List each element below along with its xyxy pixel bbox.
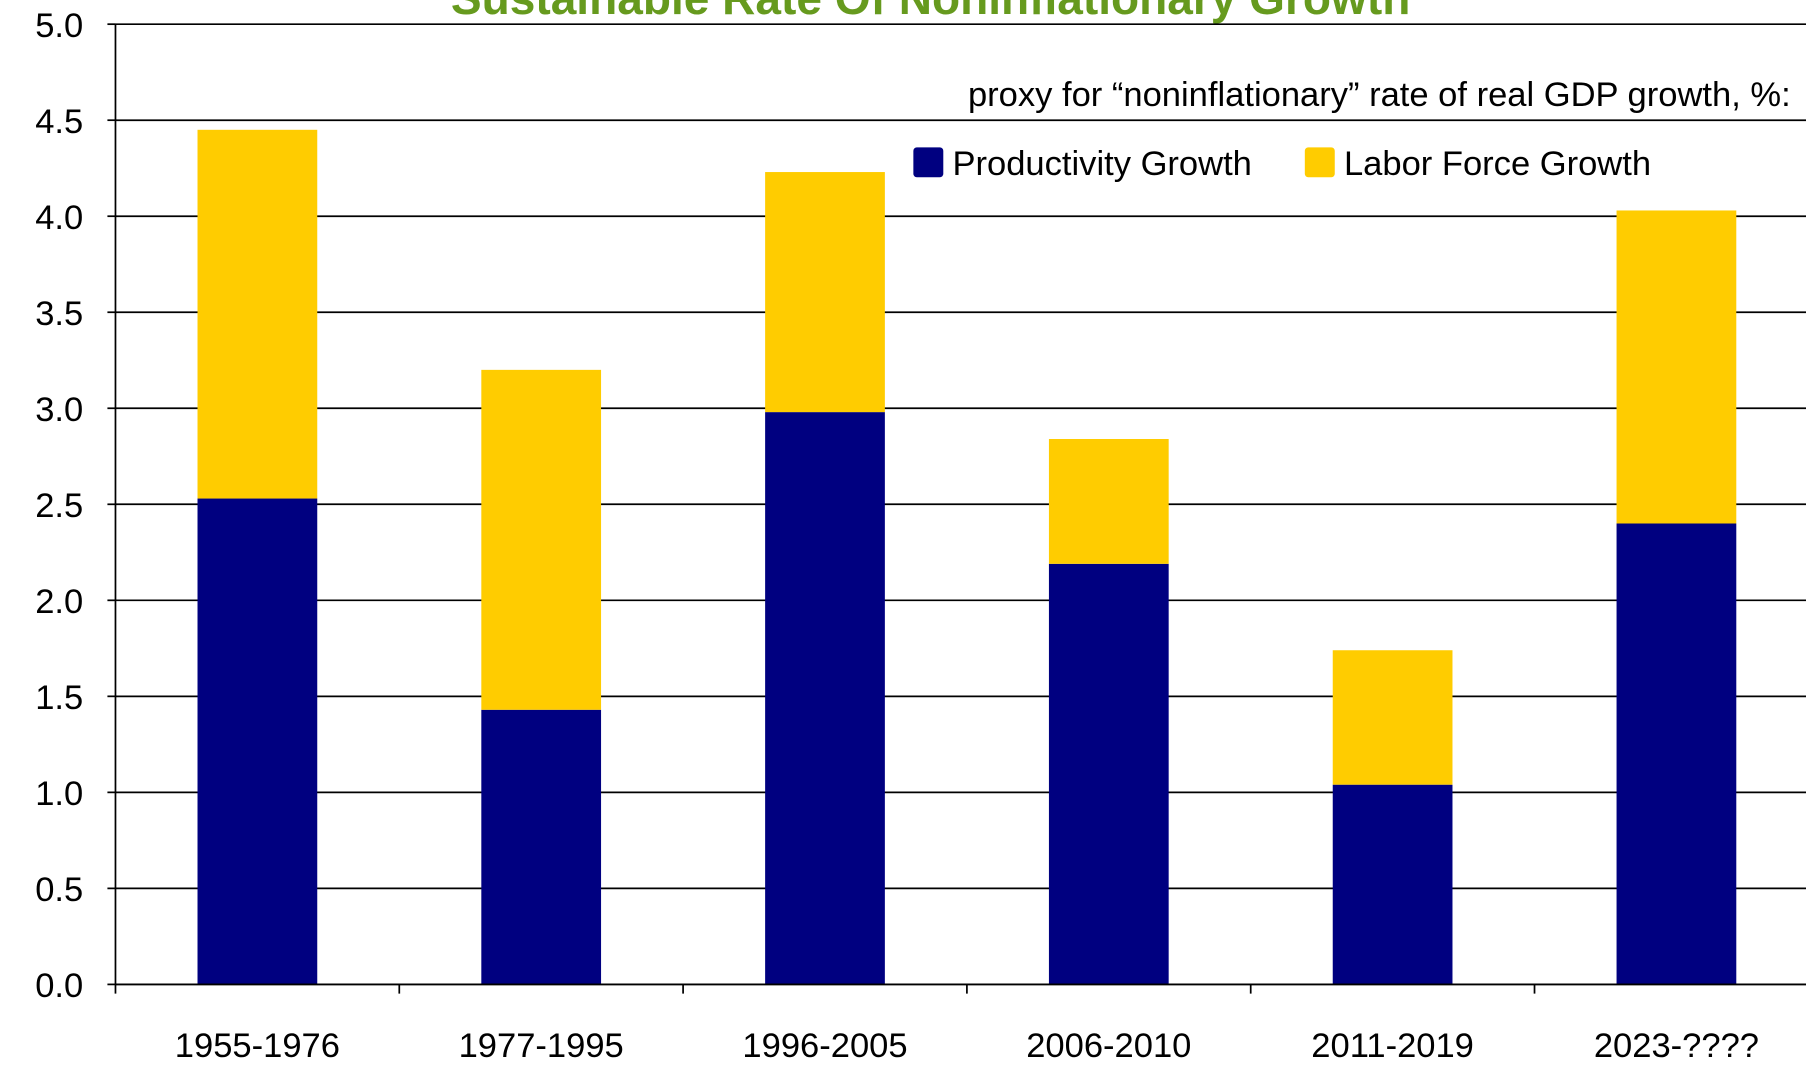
x-tick-label: 1955-1976 (175, 1027, 340, 1065)
y-tick-label: 3.0 (35, 391, 83, 429)
y-tick-label: 0.0 (35, 967, 83, 1005)
x-tick-label: 2011-2019 (1311, 1027, 1474, 1065)
chart-title: Sustainable Rate Of Noninflationary Grow… (451, 0, 1410, 24)
y-tick-label: 2.5 (35, 487, 83, 525)
y-tick-label: 4.5 (35, 103, 83, 141)
bar-segment (1048, 438, 1169, 564)
bar-segment (765, 172, 885, 413)
bar-segment (481, 369, 602, 710)
legend-label: Productivity Growth (953, 145, 1252, 183)
y-tick-label: 5.0 (35, 7, 83, 45)
legend-swatch (913, 147, 944, 178)
x-tick-label: 2006-2010 (1026, 1027, 1191, 1065)
bar-segment (1332, 784, 1453, 985)
x-tick-label: 1996-2005 (742, 1027, 907, 1065)
y-tick-label: 3.5 (35, 295, 83, 333)
y-tick-label: 1.0 (35, 775, 83, 813)
y-tick-label: 4.0 (35, 199, 83, 237)
y-tick-label: 0.5 (35, 871, 83, 909)
x-tick-label: 2023-???? (1594, 1027, 1759, 1065)
bar-segment (197, 129, 318, 499)
x-tick-label: 1977-1995 (459, 1027, 624, 1065)
y-tick-label: 1.5 (35, 679, 83, 717)
bar-segment (765, 412, 885, 985)
bar-segment (1332, 650, 1453, 785)
bar-segment (481, 709, 602, 985)
bar-segment (1616, 523, 1737, 985)
legend-label: Labor Force Growth (1344, 145, 1651, 183)
bar-segment (1048, 563, 1169, 985)
bar-segment (197, 498, 318, 985)
legend-swatch (1304, 147, 1335, 178)
y-tick-label: 2.0 (35, 583, 83, 621)
subtitle: proxy for “noninflationary” rate of real… (968, 76, 1791, 114)
bar-segment (1616, 210, 1737, 524)
